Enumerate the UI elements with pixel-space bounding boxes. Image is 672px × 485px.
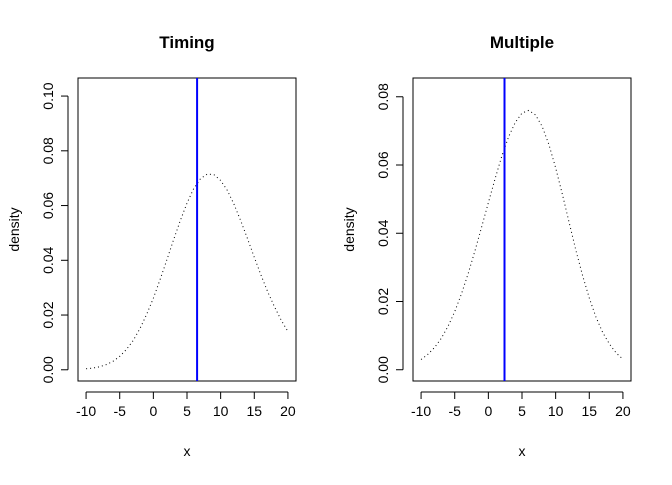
x-tick-label: 0 [149, 403, 157, 419]
x-tick-label: 10 [548, 403, 564, 419]
x-tick-label: 20 [280, 403, 296, 419]
y-tick-label: 0.00 [40, 356, 56, 383]
panel-multiple: Multiple x density -10 -5 0 5 10 15 20 0.00 0.02… [341, 33, 632, 459]
y-tick-label: 0.02 [375, 288, 391, 315]
plot-marks [86, 78, 289, 381]
panel-title: Multiple [490, 33, 554, 52]
density-curve [420, 109, 624, 360]
panel-title: Timing [159, 33, 214, 52]
y-tick-label: 0.04 [40, 246, 56, 273]
x-axis-label: x [519, 443, 526, 459]
x-tick-label: -5 [113, 403, 126, 419]
y-tick-label: 0.00 [375, 356, 391, 383]
density-curve [86, 173, 289, 370]
axis-ticks: -10 -5 0 5 10 15 20 0.00 0.02 0.04 0.06 0.08 0.10 [40, 82, 296, 419]
x-tick-label: 15 [581, 403, 597, 419]
y-tick-label: 0.08 [40, 137, 56, 164]
x-tick-label: -10 [76, 403, 96, 419]
x-tick-label: 15 [246, 403, 262, 419]
x-tick-label: 20 [615, 403, 631, 419]
y-tick-label: 0.02 [40, 301, 56, 328]
y-axis-label: density [341, 207, 357, 251]
panel-timing: Timing x density -10 -5 0 5 10 15 20 0.00 0.02 0.… [6, 33, 297, 459]
plot-frame [77, 77, 297, 382]
x-tick-label: -5 [448, 403, 461, 419]
x-tick-label: -10 [411, 403, 431, 419]
x-tick-label: 5 [518, 403, 526, 419]
y-tick-label: 0.10 [40, 82, 56, 109]
y-tick-label: 0.06 [40, 192, 56, 219]
y-tick-label: 0.04 [375, 219, 391, 246]
y-axis-label: density [6, 207, 22, 251]
x-tick-label: 5 [183, 403, 191, 419]
x-axis-label: x [184, 443, 191, 459]
plot-marks [420, 78, 624, 381]
x-tick-label: 10 [213, 403, 229, 419]
axis-ticks: -10 -5 0 5 10 15 20 0.00 0.02 0.04 0.06 0.08 [375, 83, 631, 419]
y-tick-label: 0.08 [375, 83, 391, 110]
plot-frame [412, 77, 632, 382]
y-tick-label: 0.06 [375, 151, 391, 178]
x-tick-label: 0 [484, 403, 492, 419]
